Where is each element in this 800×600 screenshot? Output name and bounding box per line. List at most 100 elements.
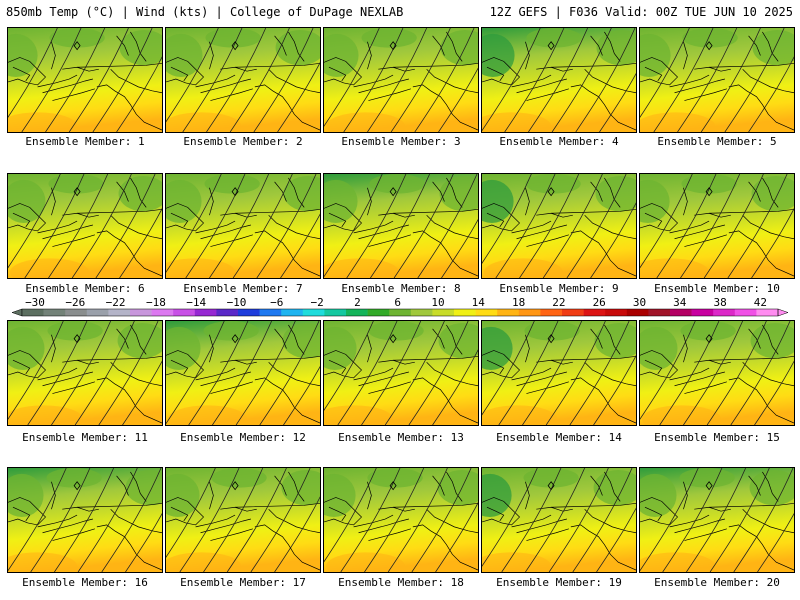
colorbar-tick-label: −18	[145, 296, 166, 309]
cool-pocket	[482, 326, 513, 371]
cool-pocket	[438, 322, 478, 359]
warm-pocket	[640, 112, 716, 132]
map-view	[482, 28, 636, 132]
ensemble-map-panel	[7, 173, 163, 279]
cool-pocket	[203, 321, 259, 341]
cool-pocket	[361, 28, 417, 48]
colorbar-swatch	[302, 309, 325, 316]
ensemble-member-label: Ensemble Member: 7	[183, 282, 303, 295]
marker-icon	[547, 187, 555, 197]
geography-outline	[640, 324, 794, 424]
colorbar-swatch	[605, 309, 628, 316]
ensemble-map-panel	[7, 320, 163, 426]
colorbar-tick-label: −30	[25, 296, 45, 309]
colorbar-swatch	[518, 309, 541, 316]
colorbar-arrow-right	[777, 308, 789, 317]
cool-pocket	[282, 322, 320, 359]
marker-icon	[73, 481, 81, 491]
colorbar-tick-label: 6	[394, 296, 401, 309]
colorbar-swatch	[713, 309, 736, 316]
contour-lines	[640, 468, 794, 572]
colorbar-swatch	[367, 309, 390, 316]
ensemble-map-panel	[481, 320, 637, 426]
warm-pocket	[166, 552, 242, 572]
map-view	[640, 468, 794, 572]
contour-lines	[482, 321, 636, 425]
colorbar-swatch	[324, 309, 347, 316]
marker-icon	[231, 481, 239, 491]
cool-pocket	[482, 179, 514, 224]
cool-pocket	[8, 326, 45, 371]
colorbar-swatch	[216, 309, 239, 316]
cool-pocket	[211, 468, 267, 488]
contour-lines	[8, 28, 162, 132]
ensemble-map-panel	[481, 173, 637, 279]
marker-icon	[231, 41, 239, 51]
colorbar-swatch	[475, 309, 498, 316]
ensemble-member-label: Ensemble Member: 13	[338, 431, 464, 444]
cool-pocket	[166, 326, 201, 371]
ensemble-member-label: Ensemble Member: 11	[22, 431, 148, 444]
geography-outline	[8, 31, 162, 131]
ensemble-member-label: Ensemble Member: 3	[341, 135, 461, 148]
map-view	[166, 28, 320, 132]
colorbar-tick-label: 38	[713, 296, 727, 309]
cool-pocket	[640, 179, 670, 224]
colorbar-swatch	[259, 309, 282, 316]
map-view	[324, 174, 478, 278]
ensemble-member-label: Ensemble Member: 16	[22, 576, 148, 589]
contour-lines	[166, 28, 320, 132]
contour-lines	[482, 468, 636, 572]
geography-outline	[166, 471, 320, 571]
marker-icon	[73, 334, 81, 344]
cool-pocket	[679, 468, 735, 488]
cool-pocket	[48, 174, 104, 194]
ensemble-member-label: Ensemble Member: 2	[183, 135, 303, 148]
cool-pocket	[526, 28, 582, 48]
ensemble-member-label: Ensemble Member: 10	[654, 282, 780, 295]
cool-pocket	[752, 29, 794, 66]
colorbar-swatch	[562, 309, 584, 316]
colorbar-swatch	[194, 309, 217, 316]
marker-icon	[705, 187, 713, 197]
contour-lines	[324, 174, 478, 278]
colorbar-swatch	[497, 309, 520, 316]
map-view	[482, 174, 636, 278]
cool-pocket	[681, 174, 737, 194]
contour-lines	[640, 174, 794, 278]
map-view	[8, 468, 162, 572]
colorbar-swatch	[151, 309, 174, 316]
geography-outline	[482, 471, 636, 571]
cool-pocket	[749, 469, 794, 506]
colorbar-tick-label: 30	[632, 296, 647, 309]
cool-pocket	[682, 28, 738, 48]
marker-icon	[547, 41, 555, 51]
colorbar-swatch	[43, 309, 66, 316]
header-valid-time: 12Z GEFS | F036 Valid: 00Z TUE JUN 10 20…	[489, 5, 793, 19]
warm-pocket	[325, 552, 405, 572]
colorbar-tick-label: 2	[354, 296, 361, 309]
marker-icon	[389, 41, 397, 51]
colorbar-swatch	[86, 309, 109, 316]
contour-lines	[482, 174, 636, 278]
marker-icon	[389, 334, 397, 344]
cool-pocket	[205, 28, 261, 48]
map-view	[166, 468, 320, 572]
contour-lines	[8, 174, 162, 278]
colorbar-tick-label: −14	[186, 296, 207, 309]
geography-outline	[8, 177, 162, 277]
map-view	[640, 321, 794, 425]
colorbar-tick-label: −10	[226, 296, 247, 309]
map-view	[640, 174, 794, 278]
colorbar-swatch	[238, 309, 260, 316]
contour-lines	[166, 321, 320, 425]
warm-pocket	[640, 258, 710, 278]
colorbar-swatch	[65, 309, 88, 316]
ensemble-member-label: Ensemble Member: 6	[25, 282, 145, 295]
cool-pocket	[524, 321, 580, 341]
geography-outline	[324, 31, 478, 131]
ensemble-member-label: Ensemble Member: 20	[654, 576, 780, 589]
ensemble-member-label: Ensemble Member: 8	[341, 282, 461, 295]
colorbar-swatch	[734, 309, 757, 316]
cool-pocket	[367, 468, 423, 488]
